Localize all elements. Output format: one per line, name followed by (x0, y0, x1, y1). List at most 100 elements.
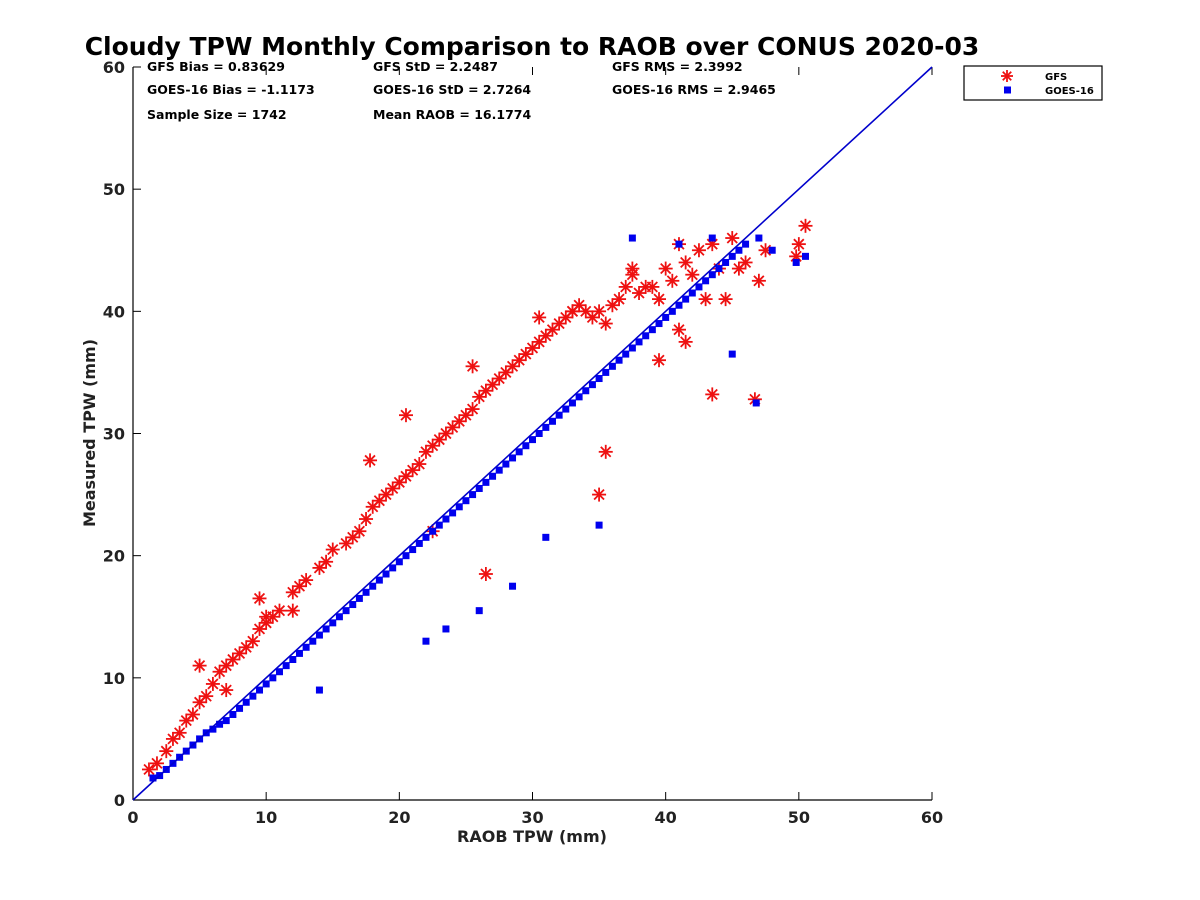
goes16-point (628, 234, 636, 242)
gfs-point (185, 707, 200, 722)
goes16-point (695, 283, 703, 291)
goes16-point (429, 527, 437, 535)
goes16-point (509, 582, 517, 590)
goes16-point (289, 656, 297, 664)
gfs-point (598, 316, 613, 331)
goes16-point (422, 637, 430, 645)
gfs-point (149, 756, 164, 771)
gfs-point (718, 292, 733, 307)
goes16-point (662, 313, 670, 321)
goes16-point (548, 417, 556, 425)
goes16-point (595, 521, 603, 529)
gfs-point (319, 554, 334, 569)
goes16-point (642, 332, 650, 340)
stat-label: GOES-16 Bias = -1.1173 (147, 82, 315, 97)
gfs-point (245, 634, 260, 649)
gfs-point (359, 512, 374, 527)
goes16-point (502, 460, 510, 468)
goes16-point (242, 698, 250, 706)
stat-label: Sample Size = 1742 (147, 107, 287, 122)
goes16-point (792, 258, 800, 266)
goes16-point (449, 509, 457, 517)
goes16-point (708, 234, 716, 242)
goes16-point (295, 649, 303, 657)
gfs-point (141, 762, 156, 777)
gfs-point (725, 231, 740, 246)
stat-label: GFS StD = 2.2487 (373, 59, 498, 74)
x-tick-label: 40 (655, 808, 677, 827)
goes16-point (655, 320, 663, 328)
gfs-point (219, 683, 234, 698)
legend-marker-goes16 (1004, 86, 1011, 94)
goes16-point (209, 725, 217, 733)
gfs-point (691, 243, 706, 258)
legend-label: GFS (1045, 72, 1067, 83)
goes16-point (575, 393, 583, 401)
goes16-point (615, 356, 623, 364)
gfs-point (252, 591, 267, 606)
goes16-point (442, 625, 450, 633)
y-tick-label: 20 (103, 547, 125, 566)
one-to-one-line (132, 66, 933, 801)
gfs-point (159, 744, 174, 759)
gfs-point (398, 469, 413, 484)
goes16-point (475, 607, 483, 615)
goes16-point (635, 338, 643, 346)
gfs-point (299, 573, 314, 588)
goes16-point (755, 234, 763, 242)
gfs-point (478, 566, 493, 581)
gfs-point (665, 273, 680, 288)
goes16-point (542, 423, 550, 431)
x-tick-label: 50 (788, 808, 810, 827)
gfs-point (205, 676, 220, 691)
gfs-point (398, 408, 413, 423)
gfs-point (652, 292, 667, 307)
goes16-point (728, 252, 736, 260)
goes16-point (256, 686, 264, 694)
goes16-point (455, 503, 463, 511)
gfs-point (532, 310, 547, 325)
goes16-point (249, 692, 257, 700)
goes16-point (355, 594, 363, 602)
goes16-point (442, 515, 450, 523)
gfs-point (225, 652, 240, 667)
gfs-point (412, 457, 427, 472)
goes16-point (435, 521, 443, 529)
goes16-point (315, 631, 323, 639)
y-tick-label: 30 (103, 425, 125, 444)
legend-label: GOES-16 (1045, 86, 1094, 97)
goes16-point (236, 704, 244, 712)
goes16-point (668, 307, 676, 315)
gfs-point (192, 658, 207, 673)
gfs-point (738, 255, 753, 270)
gfs-point (625, 267, 640, 282)
goes16-point (315, 686, 323, 694)
goes16-point (688, 289, 696, 297)
goes16-point (801, 252, 809, 260)
goes16-point (275, 668, 283, 676)
goes16-point (582, 387, 590, 395)
gfs-point (705, 387, 720, 402)
goes16-point (469, 491, 477, 499)
goes16-point (229, 710, 237, 718)
gfs-point (678, 334, 693, 349)
goes16-point (375, 576, 383, 584)
gfs-point (345, 530, 360, 545)
legend: GFS GOES-16 (963, 65, 1103, 101)
gfs-point (658, 261, 673, 276)
goes16-point (349, 601, 357, 609)
goes16-point (475, 484, 483, 492)
gfs-point (272, 603, 287, 618)
gfs-point (172, 725, 187, 740)
goes16-point (362, 588, 370, 596)
gfs-point (352, 524, 367, 539)
goes16-point (535, 430, 543, 437)
goes16-point (269, 674, 277, 682)
stat-label: GFS RMS = 2.3992 (612, 59, 743, 74)
goes16-point (342, 607, 350, 615)
goes16-point (222, 717, 230, 725)
gfs-point (618, 279, 633, 294)
y-tick-label: 0 (114, 791, 125, 810)
gfs-point (592, 487, 607, 502)
gfs-point (598, 444, 613, 459)
